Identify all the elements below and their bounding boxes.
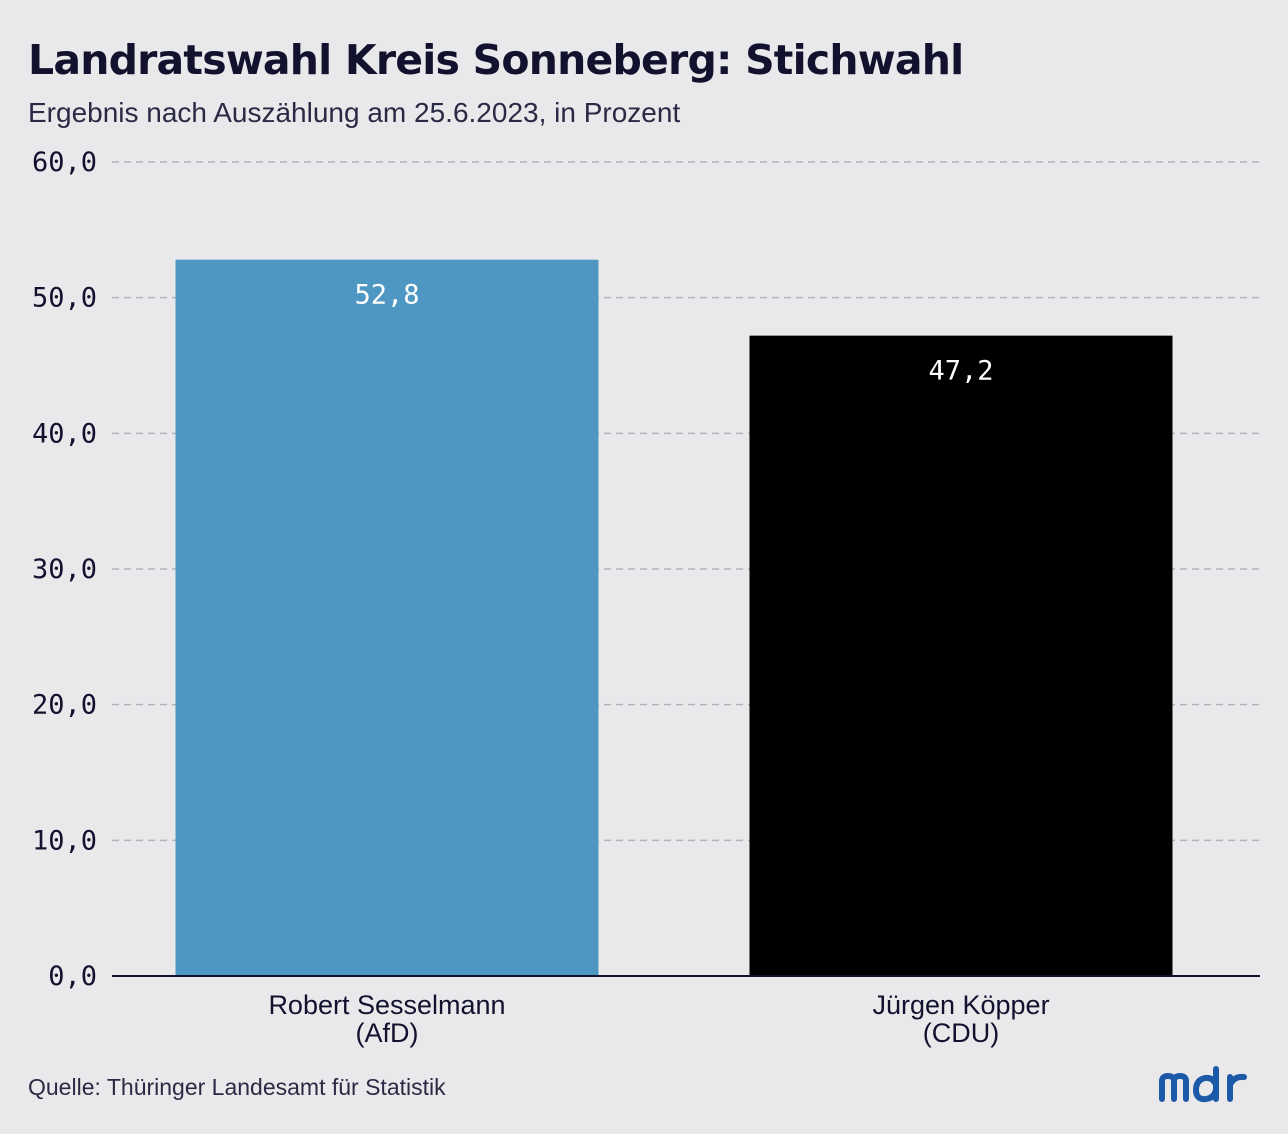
x-category-label: Robert Sesselmann — [268, 990, 505, 1020]
y-tick-label: 0,0 — [48, 961, 97, 992]
y-tick-label: 40,0 — [32, 418, 97, 449]
x-category-label: (CDU) — [923, 1018, 999, 1048]
chart-title: Landratswahl Kreis Sonneberg: Stichwahl — [28, 36, 964, 84]
y-tick-label: 60,0 — [32, 147, 97, 178]
bar — [749, 335, 1173, 976]
source-note: Quelle: Thüringer Landesamt für Statisti… — [28, 1074, 446, 1100]
x-category-label: Jürgen Köpper — [872, 990, 1049, 1020]
bar-value-label: 52,8 — [354, 280, 419, 311]
mdr-logo — [1159, 1066, 1247, 1103]
bar — [175, 259, 599, 976]
y-tick-label: 30,0 — [32, 554, 97, 585]
x-category-label: (AfD) — [356, 1018, 419, 1048]
chart-subtitle: Ergebnis nach Auszählung am 25.6.2023, i… — [28, 97, 681, 128]
y-tick-label: 20,0 — [32, 690, 97, 721]
bar-value-label: 47,2 — [928, 356, 993, 387]
y-tick-label: 50,0 — [32, 283, 97, 314]
y-tick-label: 10,0 — [32, 825, 97, 856]
